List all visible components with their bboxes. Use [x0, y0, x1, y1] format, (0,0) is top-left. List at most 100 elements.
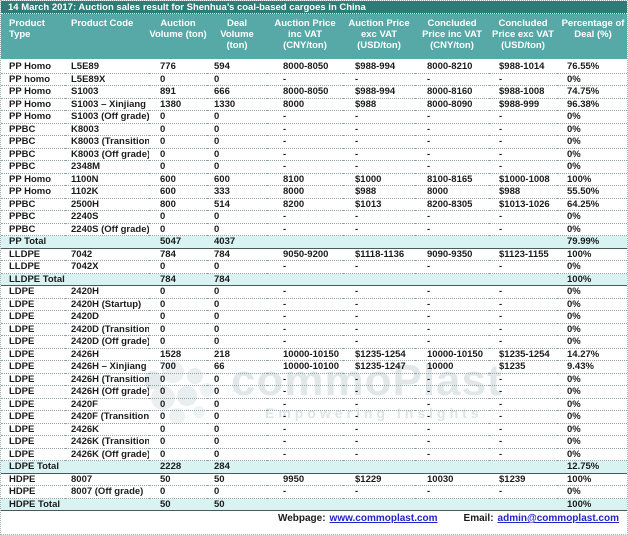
cell-concluded-price-exc-vat: -: [489, 310, 557, 324]
cell-product-code: 2426H: [65, 348, 149, 361]
cell-auction-volume: 0: [149, 435, 207, 449]
cell-deal-volume: 0: [207, 398, 267, 411]
cell-auction-price-inc-vat: -: [267, 398, 343, 411]
table-row: LDPE 2420D (Transition) 0 0- - - -0%: [1, 323, 627, 336]
cell-concluded-price-inc-vat: 8000: [415, 185, 489, 199]
cell-product-code: 1100N: [65, 173, 149, 186]
column-header-auction-price-inc-vat: Auction Price inc VAT (CNY/ton): [267, 14, 343, 61]
cell-concluded-price-exc-vat: -: [489, 223, 557, 236]
cell-auction-price-inc-vat: -: [267, 373, 343, 386]
table-row: LDPE 2426K (Off grade) 0 0- - - -0%: [1, 448, 627, 461]
cell-auction-price-exc-vat: $1000: [343, 173, 415, 186]
cell-auction-volume: 600: [149, 173, 207, 186]
cell-auction-volume: 0: [149, 123, 207, 136]
cell-product-type: LDPE: [1, 285, 65, 299]
cell-percentage-of-deal: 9.43%: [557, 360, 627, 374]
cell-auction-price-inc-vat: 8000: [267, 185, 343, 199]
total-row: LDPE Total 2228 284 12.75%: [1, 460, 627, 474]
cell-product-type: PP Homo: [1, 110, 65, 124]
cell-deal-volume: 0: [207, 73, 267, 86]
cell-concluded-price-inc-vat: -: [415, 335, 489, 349]
cell-deal-volume: 0: [207, 373, 267, 386]
cell-deal-volume: 0: [207, 298, 267, 311]
cell-concluded-price-inc-vat: -: [415, 373, 489, 386]
cell-product-code: 2240S (Off grade): [65, 223, 149, 236]
column-header-auction-price-exc-vat: Auction Price exc VAT (USD/ton): [343, 14, 415, 61]
cell-deal-volume: 0: [207, 485, 267, 499]
cell-auction-price-exc-vat: [343, 273, 415, 286]
table-row: PPBC 2500H 800 514 8200 $1013 8200-8305 $1013-1…: [1, 198, 627, 211]
cell-concluded-price-inc-vat: 10030: [415, 473, 489, 486]
cell-product-type: LDPE: [1, 348, 65, 361]
report-footer: Webpage: www.commoplast.com Email: admin…: [1, 511, 627, 526]
cell-product-code: S1003 (Off grade): [65, 110, 149, 124]
cell-auction-volume: 0: [149, 135, 207, 149]
email-link[interactable]: admin@commoplast.com: [497, 513, 619, 524]
cell-auction-volume: 891: [149, 85, 207, 99]
cell-product-type: PP homo: [1, 73, 65, 86]
cell-auction-price-exc-vat: -: [343, 410, 415, 424]
cell-product-code: 2426K: [65, 423, 149, 436]
cell-auction-price-inc-vat: [267, 498, 343, 511]
cell-auction-volume: 0: [149, 310, 207, 324]
cell-auction-volume: 1528: [149, 348, 207, 361]
cell-auction-volume: 0: [149, 335, 207, 349]
cell-product-code: L5E89: [65, 60, 149, 74]
cell-auction-price-exc-vat: -: [343, 435, 415, 449]
cell-percentage-of-deal: 0%: [557, 398, 627, 411]
cell-auction-price-exc-vat: $988-994: [343, 60, 415, 74]
cell-auction-price-inc-vat: -: [267, 135, 343, 149]
table-row: PPBC K8003 (Transition) 0 0- - - -0%: [1, 135, 627, 149]
cell-auction-volume: 776: [149, 60, 207, 74]
cell-auction-price-inc-vat: -: [267, 410, 343, 424]
cell-product-type: LDPE: [1, 448, 65, 461]
table-row: PP Homo L5E89 776 594 8000-8050 $988-994 8000-…: [1, 60, 627, 74]
cell-auction-volume: 600: [149, 185, 207, 199]
cell-concluded-price-exc-vat: -: [489, 423, 557, 436]
report-title: 14 March 2017: Auction sales result for …: [1, 1, 627, 14]
cell-concluded-price-exc-vat: $988-1008: [489, 85, 557, 99]
cell-percentage-of-deal: 0%: [557, 123, 627, 136]
cell-percentage-of-deal: 79.99%: [557, 235, 627, 249]
cell-auction-price-inc-vat: [267, 460, 343, 474]
cell-auction-price-exc-vat: [343, 498, 415, 511]
cell-concluded-price-inc-vat: -: [415, 298, 489, 311]
table-row: LDPE 2420H (Startup) 0 0- - - -0%: [1, 298, 627, 311]
cell-auction-price-exc-vat: -: [343, 210, 415, 224]
cell-deal-volume: 50: [207, 498, 267, 511]
cell-concluded-price-exc-vat: -: [489, 160, 557, 174]
cell-auction-price-inc-vat: -: [267, 323, 343, 336]
cell-percentage-of-deal: 100%: [557, 273, 627, 286]
cell-auction-volume: 700: [149, 360, 207, 374]
table-header: Product Type Product Code Auction Volume (…: [1, 14, 627, 61]
cell-concluded-price-exc-vat: -: [489, 210, 557, 224]
cell-concluded-price-exc-vat: $988: [489, 185, 557, 199]
cell-product-code: K8003: [65, 123, 149, 136]
cell-percentage-of-deal: 100%: [557, 173, 627, 186]
auction-results-table: Product Type Product Code Auction Volume (…: [1, 14, 627, 511]
table-row: LDPE 2420F (Transition) 0 0- - - -0%: [1, 410, 627, 424]
cell-auction-price-exc-vat: $988: [343, 98, 415, 111]
cell-auction-price-exc-vat: [343, 235, 415, 249]
table-row: LDPE 2420D (Off grade) 0 0- - - -0%: [1, 335, 627, 349]
cell-auction-price-exc-vat: -: [343, 123, 415, 136]
cell-auction-price-exc-vat: $1235-1254: [343, 348, 415, 361]
cell-concluded-price-exc-vat: -: [489, 298, 557, 311]
cell-deal-volume: 0: [207, 385, 267, 399]
cell-deal-volume: 218: [207, 348, 267, 361]
column-header-auction-volume: Auction Volume (ton): [149, 14, 207, 61]
cell-product-type: LDPE: [1, 423, 65, 436]
webpage-link[interactable]: www.commoplast.com: [329, 513, 438, 524]
cell-auction-price-exc-vat: -: [343, 135, 415, 149]
cell-concluded-price-exc-vat: $1013-1026: [489, 198, 557, 211]
table-row: PP Homo 1100N 600 600 8100 $1000 8100-8165 $100…: [1, 173, 627, 186]
table-row: PP Homo S1003 891 666 8000-8050 $988-994 8000-…: [1, 85, 627, 99]
cell-auction-price-exc-vat: -: [343, 373, 415, 386]
cell-auction-volume: 0: [149, 210, 207, 224]
cell-product-code: [65, 235, 149, 249]
cell-percentage-of-deal: 74.75%: [557, 85, 627, 99]
cell-concluded-price-inc-vat: -: [415, 135, 489, 149]
cell-product-code: 2426H (Transition): [65, 373, 149, 386]
cell-auction-volume: 0: [149, 160, 207, 174]
